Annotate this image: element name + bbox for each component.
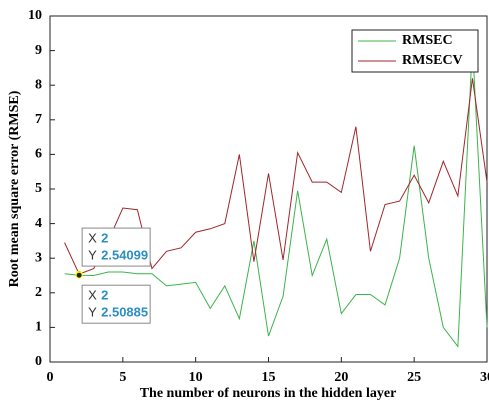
x-tick-label: 20 [334,370,348,385]
datatip-x-label: X [88,288,97,303]
datatip-box [81,227,151,267]
legend-label: RMSEC [402,33,453,48]
x-tick-label: 15 [262,370,276,385]
x-tick-label: 10 [189,370,203,385]
datatip-x-label: X [88,231,97,246]
datatip-box [81,284,151,324]
datatip-x: 2 [101,288,108,303]
datatip-y-label: Y [88,305,97,320]
y-tick-label: 4 [35,216,42,231]
legend-box [351,29,479,73]
datatip-x: 2 [101,231,108,246]
x-tick-label: 25 [407,370,421,385]
x-tick-label: 5 [119,370,126,385]
series-line [64,43,488,348]
datatip-y: 2.54099 [101,248,148,263]
y-tick-label: 6 [35,147,42,162]
y-tick-label: 5 [35,181,42,196]
y-tick-label: 8 [35,77,42,92]
y-tick-label: 3 [35,250,42,265]
y-tick-label: 1 [35,320,42,335]
series-line [64,78,488,275]
x-axis-label: The number of neurons in the hidden laye… [140,386,397,401]
legend-label: RMSECV [402,53,463,68]
datatip-marker [75,271,83,279]
x-tick-label: 30 [480,370,489,385]
y-axis-label: Root mean square error (RMSE) [7,90,22,287]
datatip-y: 2.50885 [101,305,148,320]
y-tick-label: 9 [35,43,42,58]
datatip-y-label: Y [88,248,97,263]
y-tick-label: 7 [35,112,42,127]
y-tick-label: 10 [28,8,42,23]
y-tick-label: 2 [35,285,42,300]
x-tick-label: 0 [47,370,54,385]
y-tick-label: 0 [35,354,42,369]
